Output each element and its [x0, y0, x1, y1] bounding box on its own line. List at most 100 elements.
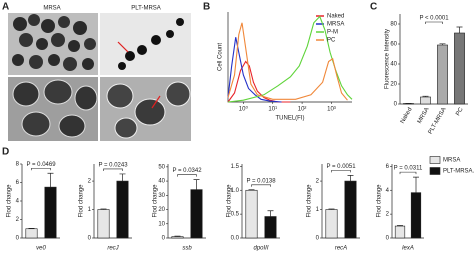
y-tick-label: 0: [386, 236, 390, 242]
legend-label: Naked: [327, 14, 344, 20]
bar: [454, 32, 465, 105]
bracket: [331, 170, 351, 173]
y-tick-label: 0.5: [231, 212, 240, 218]
error-bar: [347, 175, 354, 182]
annotation: P = 0.0342: [172, 168, 202, 174]
y-tick-label: 0: [88, 236, 92, 242]
legend-label: MRSA: [443, 158, 460, 164]
bracket: [103, 168, 123, 171]
y-axis-label: Flod change: [307, 184, 313, 218]
error-bar: [100, 208, 107, 210]
annotation: P < 0.0001: [419, 16, 449, 22]
series-line: [227, 15, 353, 103]
panel-label: D: [2, 147, 9, 158]
error-bar: [267, 210, 274, 217]
x-axis-label: recJ: [107, 246, 119, 252]
y-tick-label: 2: [16, 217, 20, 223]
y-tick-label: 40: [390, 62, 397, 68]
y-tick-label: 2: [386, 212, 390, 218]
y-axis-label: Cell Count: [218, 43, 224, 71]
bar: [394, 225, 406, 239]
y-tick-label: 8: [16, 162, 20, 168]
y-tick-label: 6: [16, 180, 20, 186]
y-tick-label: 10: [158, 221, 165, 227]
bar: [25, 228, 38, 239]
y-tick-label: 2: [316, 179, 320, 185]
annotation: P = 0.0469: [26, 162, 56, 168]
y-tick-label: 20: [158, 207, 165, 213]
y-tick-label: 30: [158, 193, 165, 199]
y-tick-label: 1.0: [231, 188, 240, 194]
y-tick-label: 0: [316, 236, 320, 242]
series-line: [227, 37, 282, 103]
y-axis-label: Flod change: [153, 184, 159, 218]
y-tick-label: 6: [386, 164, 390, 170]
error-bar: [193, 179, 200, 190]
x-tick-label: 10⁰: [239, 106, 249, 113]
x-tick-label: 10³: [327, 107, 336, 113]
error-bar: [422, 95, 429, 97]
bar: [97, 209, 110, 239]
y-tick-label: 60: [390, 42, 397, 48]
legend-label: P-M: [327, 30, 338, 36]
legend-swatch: [429, 156, 441, 164]
x-axis-label: dpoIII: [253, 246, 268, 252]
error-bar: [328, 208, 335, 210]
bar: [420, 96, 431, 105]
annotation: P = 0.0138: [246, 178, 276, 184]
x-tick-label: Naked: [400, 107, 414, 125]
panel-label: B: [203, 2, 210, 13]
y-tick-label: 0.0: [231, 236, 240, 242]
error-bar: [439, 43, 446, 45]
y-tick-label: 80: [390, 22, 397, 28]
x-axis-label: recA: [335, 246, 347, 252]
error-bar: [456, 26, 463, 33]
annotation: P = 0.0051: [326, 164, 356, 170]
bar: [437, 44, 448, 105]
y-tick-label: 4: [386, 188, 390, 194]
x-axis-label: ssb: [182, 246, 192, 252]
y-axis-label: Fluorescence Intensity: [385, 29, 391, 89]
x-axis-label: lexA: [402, 246, 414, 252]
error-bar: [413, 176, 419, 193]
error-bar: [119, 173, 126, 182]
image-label: MRSA: [43, 6, 60, 12]
y-tick-label: 4: [16, 199, 20, 205]
y-axis-label: Flod change: [79, 184, 85, 218]
y-tick-label: 1: [316, 207, 320, 213]
y-tick-label: 50: [158, 164, 165, 170]
error-bar: [397, 225, 403, 227]
legend-label: PLT-MRSA.: [443, 169, 474, 175]
y-tick-label: 0: [16, 236, 20, 242]
x-tick-label: 10¹: [268, 107, 277, 113]
y-tick-label: 1.5: [231, 164, 240, 170]
x-tick-label: MRSA: [417, 107, 431, 125]
bar: [116, 180, 129, 239]
micrograph: [8, 13, 191, 141]
bar: [344, 180, 357, 239]
y-tick-label: 0: [162, 236, 166, 242]
error-bar: [47, 172, 54, 188]
x-tick-label: PC: [455, 106, 465, 117]
y-tick-label: 20: [390, 82, 397, 88]
legend-label: PC: [327, 38, 336, 44]
x-axis-label: TUNEL(FI): [276, 116, 305, 122]
y-axis-label: Flod change: [7, 184, 13, 218]
y-tick-label: 40: [158, 179, 165, 185]
legend-label: MRSA: [327, 22, 344, 28]
bar: [410, 192, 422, 239]
panel-label: C: [370, 2, 377, 13]
annotation: P = 0.0243: [98, 163, 128, 169]
y-tick-label: 1: [88, 207, 92, 213]
image-label: PLT-MRSA: [131, 6, 161, 12]
y-tick-label: 0: [394, 102, 398, 108]
series-line: [227, 22, 348, 101]
y-axis-label: Flod change: [377, 184, 383, 218]
bracket: [177, 174, 197, 177]
legend-swatch: [429, 167, 441, 175]
bracket: [251, 184, 271, 187]
annotation: P = 0.0311: [394, 166, 423, 172]
bar: [245, 189, 258, 239]
x-axis-label: ve0: [36, 246, 46, 252]
